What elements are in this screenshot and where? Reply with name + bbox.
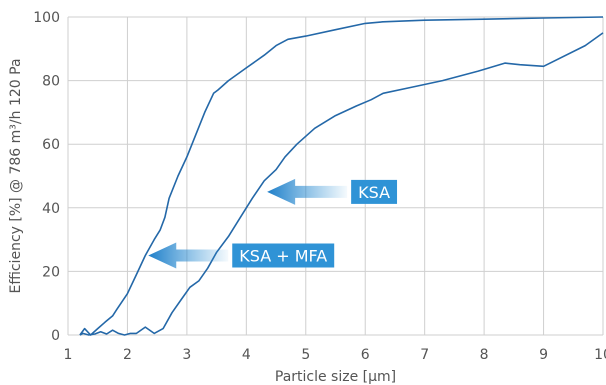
x-tick-label: 9 — [539, 347, 548, 363]
annotation-arrow — [267, 178, 348, 205]
x-tick-label: 3 — [182, 347, 191, 363]
y-tick-label: 60 — [42, 137, 60, 153]
annotation-label: KSA + MFA — [239, 247, 327, 266]
y-tick-label: 0 — [51, 328, 60, 344]
grid — [67, 16, 604, 336]
x-tick-label: 6 — [361, 347, 370, 363]
y-axis-label: Efficiency [%] @ 786 m³/h 120 Pa — [8, 58, 24, 293]
x-tick-label: 8 — [480, 347, 489, 363]
x-tick-label: 1 — [64, 347, 73, 363]
axes: 12345678910020406080100 — [33, 10, 606, 363]
y-tick-label: 100 — [33, 10, 60, 26]
series-line-1 — [79, 16, 604, 336]
annotation-layer: KSA KSA + MFA — [148, 178, 398, 269]
y-tick-label: 20 — [42, 264, 60, 280]
series-line-2 — [79, 32, 604, 336]
x-tick-label: 2 — [123, 347, 132, 363]
annotation-2: KSA + MFA — [148, 242, 335, 269]
series-layer — [79, 16, 604, 336]
annotation-label: KSA — [358, 183, 390, 202]
x-tick-label: 5 — [301, 347, 310, 363]
y-tick-label: 40 — [42, 201, 60, 217]
annotation-arrow — [148, 242, 229, 269]
x-tick-label: 10 — [594, 347, 606, 363]
annotation-1: KSA — [267, 178, 398, 205]
annotation-box — [351, 179, 398, 204]
x-axis-label: Particle size [µm] — [275, 369, 396, 385]
annotation-box — [232, 243, 335, 268]
y-tick-label: 80 — [42, 74, 60, 90]
x-tick-label: 7 — [420, 347, 429, 363]
x-tick-label: 4 — [242, 347, 251, 363]
